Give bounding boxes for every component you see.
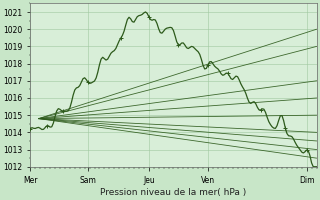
X-axis label: Pression niveau de la mer( hPa ): Pression niveau de la mer( hPa ): [100, 188, 247, 197]
